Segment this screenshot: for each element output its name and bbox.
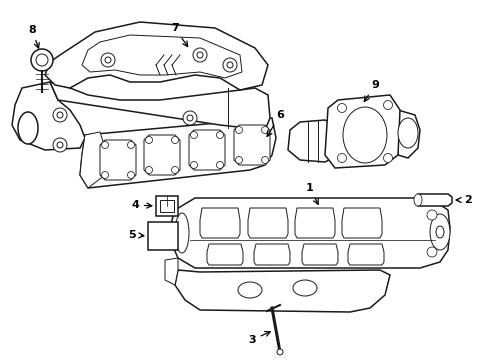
Ellipse shape (292, 280, 316, 296)
Text: 5: 5 (128, 230, 143, 240)
Polygon shape (341, 208, 381, 238)
Text: 1: 1 (305, 183, 318, 204)
Polygon shape (247, 208, 287, 238)
Text: 6: 6 (266, 110, 284, 136)
Ellipse shape (105, 57, 111, 63)
Polygon shape (12, 82, 85, 150)
Text: 9: 9 (364, 80, 378, 102)
Ellipse shape (57, 142, 63, 148)
Polygon shape (175, 270, 389, 312)
Polygon shape (50, 82, 269, 130)
Ellipse shape (101, 53, 115, 67)
Ellipse shape (127, 141, 134, 149)
Ellipse shape (426, 210, 436, 220)
Ellipse shape (426, 247, 436, 257)
Polygon shape (253, 244, 289, 265)
Ellipse shape (223, 58, 237, 72)
Polygon shape (100, 140, 136, 180)
Ellipse shape (171, 166, 178, 174)
Ellipse shape (337, 153, 346, 162)
Text: 4: 4 (131, 200, 151, 210)
Polygon shape (80, 118, 275, 188)
Polygon shape (397, 110, 419, 158)
Text: 3: 3 (248, 332, 270, 345)
Bar (156, 196, 178, 216)
Polygon shape (45, 22, 267, 90)
Polygon shape (164, 258, 178, 285)
Ellipse shape (383, 153, 392, 162)
Polygon shape (189, 130, 224, 170)
Ellipse shape (186, 115, 193, 121)
Ellipse shape (435, 226, 443, 238)
Ellipse shape (197, 52, 203, 58)
Ellipse shape (238, 282, 262, 298)
Ellipse shape (193, 48, 206, 62)
Ellipse shape (145, 136, 152, 144)
Ellipse shape (413, 194, 421, 206)
Ellipse shape (337, 104, 346, 113)
Ellipse shape (383, 100, 392, 109)
Ellipse shape (216, 131, 223, 139)
Ellipse shape (190, 162, 197, 168)
Text: 8: 8 (28, 25, 39, 48)
Polygon shape (287, 120, 337, 162)
Ellipse shape (397, 118, 417, 148)
Ellipse shape (261, 126, 268, 134)
Ellipse shape (216, 162, 223, 168)
Polygon shape (325, 95, 399, 168)
Ellipse shape (127, 171, 134, 179)
Ellipse shape (145, 166, 152, 174)
Ellipse shape (31, 49, 53, 71)
Ellipse shape (57, 112, 63, 118)
Ellipse shape (53, 138, 67, 152)
Text: 2: 2 (455, 195, 471, 205)
Polygon shape (206, 244, 243, 265)
Ellipse shape (429, 214, 449, 250)
Ellipse shape (18, 112, 38, 144)
Polygon shape (294, 208, 334, 238)
Ellipse shape (342, 107, 386, 163)
Ellipse shape (183, 111, 197, 125)
Ellipse shape (102, 171, 108, 179)
Ellipse shape (190, 131, 197, 139)
Polygon shape (302, 244, 337, 265)
Ellipse shape (261, 157, 268, 163)
Polygon shape (80, 132, 105, 188)
Polygon shape (200, 208, 240, 238)
Ellipse shape (235, 126, 242, 134)
Polygon shape (414, 194, 451, 206)
Polygon shape (347, 244, 383, 265)
Text: 7: 7 (171, 23, 187, 46)
Ellipse shape (226, 62, 232, 68)
Polygon shape (143, 135, 180, 175)
Bar (148, 222, 178, 250)
Polygon shape (82, 35, 242, 78)
Polygon shape (170, 198, 449, 268)
Ellipse shape (36, 54, 48, 66)
Ellipse shape (102, 141, 108, 149)
Bar (160, 200, 174, 212)
Ellipse shape (276, 349, 283, 355)
Ellipse shape (171, 136, 178, 144)
Polygon shape (234, 125, 269, 165)
Ellipse shape (235, 157, 242, 163)
Ellipse shape (53, 108, 67, 122)
Ellipse shape (175, 213, 189, 253)
